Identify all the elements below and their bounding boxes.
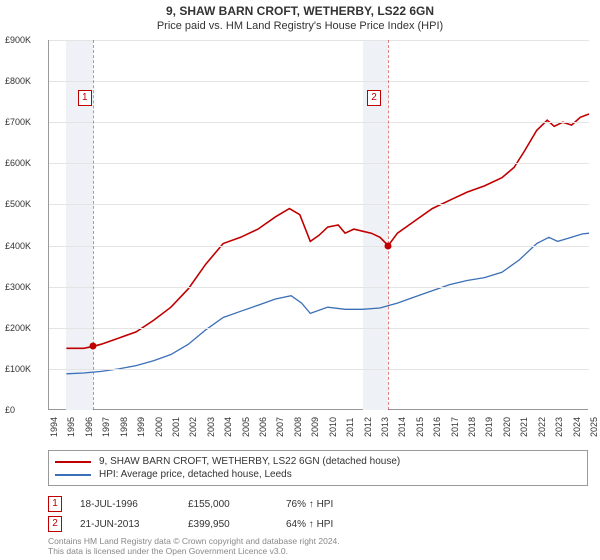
- x-axis-label: 2016: [432, 417, 442, 437]
- x-axis-label: 2009: [310, 417, 320, 437]
- sale-marker-box: 2: [48, 516, 62, 532]
- legend-row: 9, SHAW BARN CROFT, WETHERBY, LS22 6GN (…: [55, 455, 581, 468]
- x-axis-label: 2022: [537, 417, 547, 437]
- y-axis-label: £0: [5, 405, 15, 415]
- x-axis-label: 2005: [241, 417, 251, 437]
- x-axis-label: 1998: [119, 417, 129, 437]
- plot-region: £0£100K£200K£300K£400K£500K£600K£700K£80…: [48, 40, 588, 410]
- sale-marker-box: 1: [48, 496, 62, 512]
- x-axis-label: 2008: [293, 417, 303, 437]
- x-axis-label: 1997: [101, 417, 111, 437]
- sale-date: 18-JUL-1996: [80, 499, 170, 510]
- gridline-h: [49, 204, 589, 205]
- y-axis-label: £700K: [5, 117, 31, 127]
- x-axis-label: 2019: [484, 417, 494, 437]
- gridline-h: [49, 287, 589, 288]
- sale-marker-box: 2: [367, 90, 381, 106]
- x-axis-label: 1996: [84, 417, 94, 437]
- y-axis-label: £200K: [5, 323, 31, 333]
- legend-swatch: [55, 461, 91, 463]
- x-axis-label: 2011: [345, 418, 355, 437]
- gridline-h: [49, 81, 589, 82]
- x-axis-label: 1994: [49, 417, 59, 437]
- y-axis-label: £500K: [5, 199, 31, 209]
- chart-subtitle: Price paid vs. HM Land Registry's House …: [0, 18, 600, 36]
- gridline-h: [49, 369, 589, 370]
- x-axis-label: 2000: [154, 417, 164, 437]
- x-axis-label: 2007: [275, 417, 285, 437]
- x-axis-label: 2023: [554, 417, 564, 437]
- sale-delta: 76% ↑ HPI: [286, 499, 366, 510]
- sale-vline: [388, 40, 389, 410]
- sale-vline: [93, 40, 94, 410]
- x-axis-label: 2002: [188, 417, 198, 437]
- sale-delta: 64% ↑ HPI: [286, 519, 366, 530]
- x-axis-label: 2006: [258, 417, 268, 437]
- x-axis-label: 2004: [223, 417, 233, 437]
- x-axis-label: 2003: [206, 417, 216, 437]
- y-axis-label: £300K: [5, 282, 31, 292]
- chart-lines-svg: [49, 40, 589, 410]
- sale-row: 1 18-JUL-1996 £155,000 76% ↑ HPI: [48, 494, 588, 514]
- x-axis-label: 2010: [328, 417, 338, 437]
- chart-area: £0£100K£200K£300K£400K£500K£600K£700K£80…: [48, 40, 588, 410]
- x-axis-label: 2014: [397, 417, 407, 437]
- legend-label: HPI: Average price, detached house, Leed…: [99, 469, 292, 480]
- legend-label: 9, SHAW BARN CROFT, WETHERBY, LS22 6GN (…: [99, 456, 400, 467]
- x-axis-label: 1995: [66, 417, 76, 437]
- y-axis-label: £900K: [5, 35, 31, 45]
- gridline-h: [49, 40, 589, 41]
- legend-row: HPI: Average price, detached house, Leed…: [55, 468, 581, 481]
- gridline-h: [49, 122, 589, 123]
- sales-table: 1 18-JUL-1996 £155,000 76% ↑ HPI 2 21-JUN-201…: [48, 494, 588, 534]
- legend-swatch: [55, 474, 91, 476]
- y-axis-label: £100K: [5, 364, 31, 374]
- x-axis-label: 2020: [502, 417, 512, 437]
- gridline-h: [49, 246, 589, 247]
- sale-price: £155,000: [188, 499, 268, 510]
- x-axis-label: 2015: [415, 417, 425, 437]
- x-axis-label: 2021: [519, 417, 529, 437]
- footnote-line1: Contains HM Land Registry data © Crown c…: [48, 536, 340, 547]
- y-axis-label: £400K: [5, 241, 31, 251]
- y-axis-label: £800K: [5, 76, 31, 86]
- x-axis-label: 2001: [171, 417, 181, 437]
- x-axis-label: 2017: [450, 417, 460, 437]
- gridline-h: [49, 163, 589, 164]
- footnote: Contains HM Land Registry data © Crown c…: [48, 536, 340, 557]
- x-axis-label: 2025: [589, 417, 599, 437]
- x-axis-label: 2013: [380, 417, 390, 437]
- gridline-h: [49, 328, 589, 329]
- x-axis-label: 2012: [363, 417, 373, 437]
- footnote-line2: This data is licensed under the Open Gov…: [48, 546, 340, 557]
- y-axis-label: £600K: [5, 158, 31, 168]
- chart-title: 9, SHAW BARN CROFT, WETHERBY, LS22 6GN: [0, 0, 600, 18]
- sale-marker-box: 1: [78, 90, 92, 106]
- sale-row: 2 21-JUN-2013 £399,950 64% ↑ HPI: [48, 514, 588, 534]
- sale-price: £399,950: [188, 519, 268, 530]
- legend-box: 9, SHAW BARN CROFT, WETHERBY, LS22 6GN (…: [48, 450, 588, 486]
- sale-dot: [385, 242, 392, 249]
- sale-date: 21-JUN-2013: [80, 519, 170, 530]
- series-line-price_paid: [66, 114, 589, 348]
- x-axis-label: 1999: [136, 417, 146, 437]
- sale-dot: [90, 343, 97, 350]
- x-axis-label: 2024: [572, 417, 582, 437]
- x-axis-label: 2018: [467, 417, 477, 437]
- series-line-hpi: [66, 233, 589, 374]
